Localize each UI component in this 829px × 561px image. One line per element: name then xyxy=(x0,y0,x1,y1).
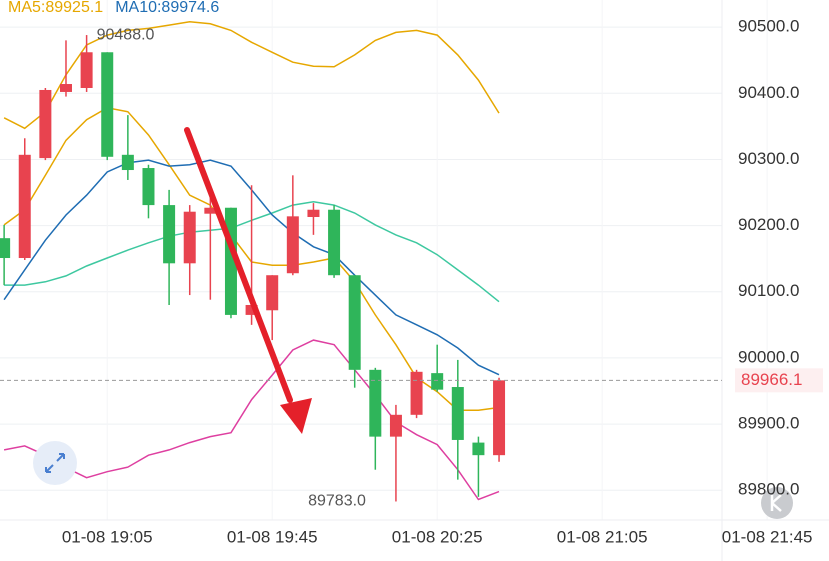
candle-body xyxy=(80,52,93,88)
labels: 89800.0 89900.0 90000.0 90100.0 90200.0 90300… xyxy=(8,0,823,546)
candle-body xyxy=(348,275,361,370)
band-line xyxy=(3,339,500,501)
legend-entry: MA10:89974.6 xyxy=(115,0,219,16)
y-tick-label: 89900.0 xyxy=(738,414,799,433)
candle-body xyxy=(101,52,114,157)
x-tick-label: 01-08 21:45 xyxy=(722,527,813,546)
legend-entry: MA5:89925.1 xyxy=(8,0,103,16)
candle-body xyxy=(18,154,31,259)
candle-body xyxy=(142,168,155,206)
candle-body xyxy=(121,154,134,171)
candle-body xyxy=(286,216,299,274)
x-tick-label: 01-08 19:05 xyxy=(62,527,153,546)
candle-body xyxy=(245,304,258,315)
y-tick-label: 90000.0 xyxy=(738,347,799,366)
y-tick-label: 90200.0 xyxy=(738,215,799,234)
candle-body xyxy=(369,369,382,437)
logo-mark xyxy=(770,494,782,512)
logo-bg xyxy=(761,487,793,519)
y-tick-label: 90100.0 xyxy=(738,281,799,300)
candle-body xyxy=(389,414,402,437)
last-price-label: 89966.1 xyxy=(741,370,802,389)
trend-arrow xyxy=(184,127,312,434)
marks xyxy=(0,21,722,502)
last-price-box xyxy=(735,368,823,393)
arrow-head xyxy=(280,398,312,434)
candle-body xyxy=(493,380,506,456)
grid xyxy=(0,0,768,520)
candle-body xyxy=(472,442,485,456)
candle-body xyxy=(328,209,341,276)
y-tick-label: 90400.0 xyxy=(738,83,799,102)
y-tick-label: 90300.0 xyxy=(738,149,799,168)
high-label: 90488.0 xyxy=(97,26,155,43)
candle-body xyxy=(183,211,196,264)
candle-body xyxy=(204,207,217,214)
low-label: 89783.0 xyxy=(308,493,366,510)
y-tick-label: 89800.0 xyxy=(738,480,799,499)
candle-body xyxy=(431,373,444,390)
candle-body xyxy=(163,205,176,264)
candle-body xyxy=(307,209,320,217)
candle-body xyxy=(39,89,52,159)
candle-body xyxy=(0,238,11,259)
expand-icon[interactable] xyxy=(45,453,65,473)
arrow-shaft xyxy=(184,127,293,403)
band-line xyxy=(3,21,500,130)
x-tick-label: 01-08 19:45 xyxy=(227,527,318,546)
candle-body xyxy=(59,84,72,92)
candle-body xyxy=(451,387,464,440)
candle-body xyxy=(410,371,423,415)
y-tick-label: 90500.0 xyxy=(738,17,799,36)
x-tick-label: 01-08 20:25 xyxy=(392,527,483,546)
candle-body xyxy=(266,275,279,311)
logo xyxy=(761,487,793,519)
expand-bg[interactable] xyxy=(33,441,77,485)
expand-button[interactable] xyxy=(33,441,77,485)
x-tick-label: 01-08 21:05 xyxy=(557,527,648,546)
